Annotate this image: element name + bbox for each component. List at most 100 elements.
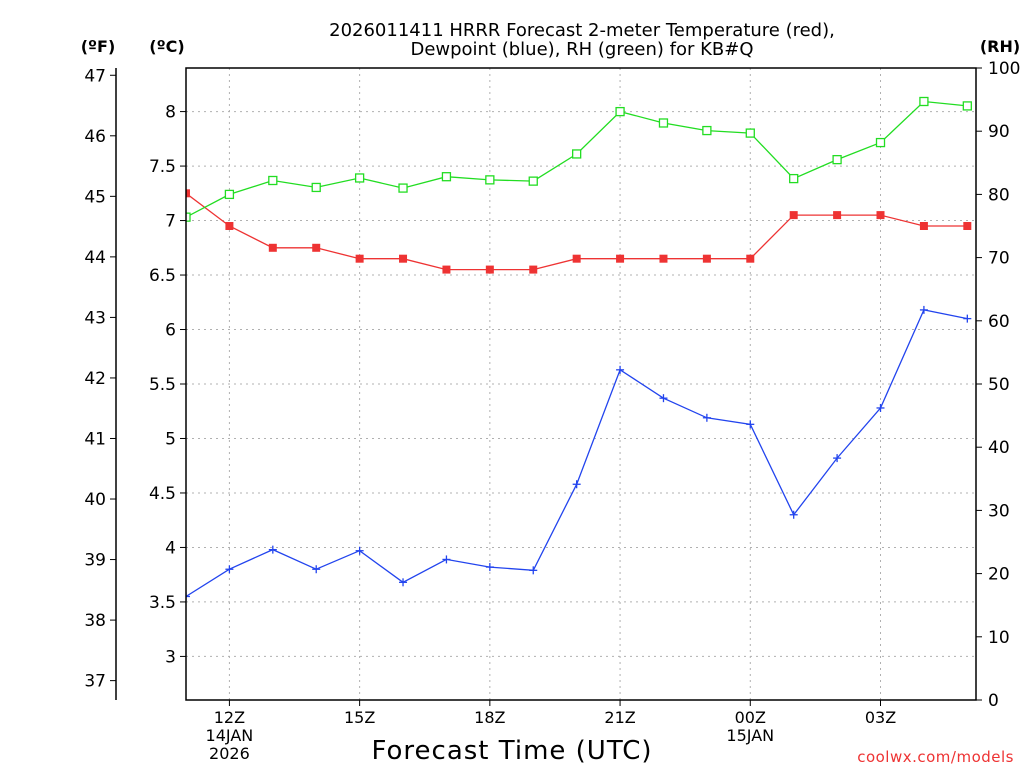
dewpoint-point <box>399 578 408 587</box>
temperature-point <box>268 243 277 252</box>
grid-lines <box>186 68 976 700</box>
dewpoint-point <box>876 403 885 412</box>
rh-point <box>354 173 365 183</box>
dewpoint-point <box>616 365 625 374</box>
dewpoint-point <box>186 592 190 601</box>
celsius-axis: 3 3.5 4 4.5 5 5.5 6 6.5 7 7.5 8 <box>149 103 186 667</box>
time-tick-label: 18Z <box>474 708 505 727</box>
rh-point <box>224 189 235 200</box>
time-tick-label: 15Z <box>344 708 375 727</box>
rh-point <box>658 118 669 128</box>
temperature-point <box>746 254 755 263</box>
dewpoint-point <box>225 565 234 574</box>
time-tick-label: 12Z <box>214 708 245 727</box>
dewpoint-point <box>312 565 321 574</box>
temperature-point <box>833 211 842 220</box>
plot-frame <box>185 67 977 701</box>
rh-point <box>832 154 842 165</box>
rh-point <box>745 128 755 138</box>
rh-point <box>186 212 191 222</box>
fahrenheit-axis: 37 38 39 40 41 42 43 44 45 46 47 <box>84 66 117 700</box>
rh-point <box>919 96 929 107</box>
rh-tick-label: 60 <box>988 312 1010 332</box>
dewpoint-point <box>963 314 972 323</box>
dewpoint-point <box>529 566 538 575</box>
rh-point <box>311 182 321 193</box>
fahrenheit-tick-label: 43 <box>84 308 106 328</box>
rh-point <box>398 183 408 193</box>
rh-unit-label: (RH) <box>980 37 1020 56</box>
temperature-point <box>485 265 494 274</box>
series-layer <box>186 96 972 601</box>
rh-tick-label: 80 <box>988 185 1010 205</box>
temperature-point <box>312 243 321 252</box>
temperature-point <box>616 254 625 263</box>
temperature-point <box>529 265 538 274</box>
fahrenheit-tick-label: 46 <box>84 127 106 147</box>
fahrenheit-tick-label: 47 <box>84 66 106 86</box>
rh-point <box>485 175 495 185</box>
chart-title-line1: 2026011411 HRRR Forecast 2-meter Tempera… <box>329 20 835 41</box>
chart-title-line2: Dewpoint (blue), RH (green) for KB#Q <box>410 39 753 60</box>
fahrenheit-tick-label: 39 <box>84 551 106 571</box>
temperature-point <box>919 222 928 230</box>
time-tick-label: 00Z <box>735 708 766 727</box>
celsius-unit-label: (ºC) <box>149 37 184 56</box>
rh-axis: 0 10 20 30 40 50 60 70 80 90 100 <box>976 59 1020 711</box>
rh-point <box>875 137 886 148</box>
fahrenheit-tick-label: 41 <box>84 429 106 449</box>
dewpoint-point <box>746 420 755 429</box>
rh-point <box>702 125 712 136</box>
dewpoint-line <box>186 309 968 598</box>
x-axis-title: Forecast Time (UTC) <box>371 736 652 766</box>
celsius-tick-label: 3.5 <box>149 593 176 613</box>
time-tick-label: 03Z <box>865 708 896 727</box>
temperature-point <box>572 254 581 263</box>
celsius-tick-label: 3 <box>165 647 176 667</box>
temperature-point <box>355 254 364 263</box>
celsius-tick-label: 7.5 <box>149 157 176 177</box>
celsius-tick-label: 8 <box>165 103 176 123</box>
time-tick-date: 14JAN <box>206 726 254 745</box>
temperature-point <box>659 254 668 263</box>
dewpoint-point <box>485 563 494 572</box>
rh-point <box>528 176 538 186</box>
fahrenheit-tick-label: 44 <box>84 248 106 268</box>
celsius-tick-label: 5.5 <box>149 375 176 395</box>
fahrenheit-tick-label: 38 <box>84 611 106 631</box>
dewpoint-point <box>702 413 711 422</box>
fahrenheit-tick-label: 45 <box>84 187 106 207</box>
celsius-tick-label: 6.5 <box>149 266 176 286</box>
rh-tick-label: 20 <box>988 565 1010 585</box>
time-tick-label: 21Z <box>604 708 635 727</box>
credit-text: coolwx.com/models <box>857 748 1014 766</box>
rh-point <box>441 172 452 182</box>
time-tick-date: 15JAN <box>726 726 774 745</box>
temperature-point <box>963 222 972 230</box>
rh-point <box>615 106 625 117</box>
fahrenheit-tick-label: 42 <box>84 369 106 389</box>
temperature-point <box>186 189 190 198</box>
celsius-tick-label: 6 <box>165 321 176 341</box>
dewpoint-point <box>572 480 581 489</box>
temperature-point <box>225 222 234 230</box>
temperature-point <box>876 211 885 220</box>
rh-tick-label: 100 <box>988 59 1020 79</box>
rh-tick-label: 70 <box>988 249 1010 269</box>
dewpoint-point <box>355 546 364 555</box>
rh-tick-label: 50 <box>988 375 1010 395</box>
celsius-tick-label: 5 <box>165 429 176 449</box>
series-group <box>186 96 972 601</box>
rh-point <box>572 149 582 159</box>
dewpoint-point <box>659 394 668 403</box>
time-tick-year: 2026 <box>209 744 250 763</box>
rh-tick-label: 30 <box>988 501 1010 521</box>
rh-point <box>962 101 972 111</box>
temperature-point <box>702 254 711 263</box>
rh-point <box>789 173 799 184</box>
temperature-point <box>399 254 408 263</box>
rh-line <box>186 100 968 218</box>
rh-tick-label: 90 <box>988 122 1010 142</box>
